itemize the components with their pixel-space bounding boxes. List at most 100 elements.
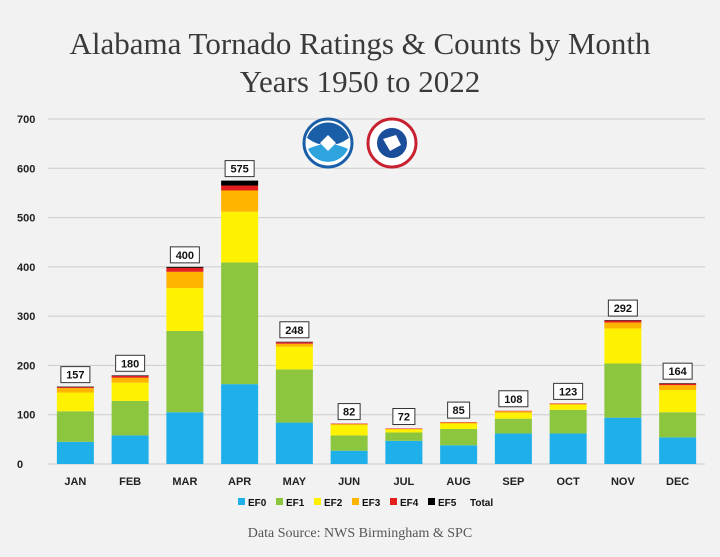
bar-ef2-jan bbox=[56, 392, 94, 412]
bar-ef1-apr bbox=[221, 262, 259, 385]
total-label-box bbox=[169, 246, 200, 264]
bar-ef0-may bbox=[275, 422, 313, 464]
bar-ef5-apr bbox=[221, 180, 259, 186]
x-tick-label: AUG bbox=[446, 476, 470, 488]
total-label-box bbox=[115, 354, 146, 372]
bar-ef2-apr bbox=[221, 211, 259, 263]
bar-ef0-feb bbox=[111, 435, 149, 464]
legend-label-ef3: EF3 bbox=[362, 498, 381, 509]
bar-ef3-jun bbox=[330, 424, 368, 426]
bar-ef4-mar bbox=[166, 267, 204, 272]
legend-swatch-ef4 bbox=[390, 498, 397, 505]
data-source: Data Source: NWS Birmingham & SPC bbox=[247, 526, 473, 541]
total-label-box bbox=[447, 401, 471, 419]
bar-ef1-jun bbox=[330, 435, 368, 451]
legend-label-ef1: EF1 bbox=[286, 498, 305, 509]
bar-ef2-feb bbox=[111, 382, 149, 401]
bar-ef2-aug bbox=[440, 423, 478, 430]
bar-ef4-feb bbox=[111, 375, 149, 378]
bar-ef1-jul bbox=[385, 432, 423, 441]
legend-swatch-ef1 bbox=[276, 498, 283, 505]
legend-label-ef2: EF2 bbox=[324, 498, 343, 509]
x-tick-label: MAY bbox=[283, 476, 307, 488]
bar-ef3-nov bbox=[604, 322, 642, 329]
total-label: 575 bbox=[230, 164, 248, 176]
bar-ef0-mar bbox=[166, 412, 204, 464]
bar-ef1-dec bbox=[659, 412, 697, 438]
total-label: 123 bbox=[559, 386, 577, 398]
bar-ef2-nov bbox=[604, 328, 642, 364]
gridlines bbox=[48, 118, 705, 465]
bar-ef2-dec bbox=[659, 390, 697, 413]
y-tick-label: 200 bbox=[17, 360, 35, 372]
bar-ef1-aug bbox=[440, 429, 478, 446]
bar-ef1-oct bbox=[549, 409, 587, 434]
bar-ef0-aug bbox=[440, 445, 478, 464]
total-label-box bbox=[60, 366, 91, 384]
bar-ef3-jan bbox=[56, 388, 94, 393]
x-tick-label: JAN bbox=[64, 476, 86, 488]
legend-label-ef5: EF5 bbox=[438, 498, 457, 509]
total-label-box bbox=[279, 321, 310, 339]
total-label-box bbox=[392, 408, 416, 426]
bar-ef2-oct bbox=[549, 404, 587, 410]
bar-ef0-sep bbox=[494, 433, 532, 464]
bar-ef0-nov bbox=[604, 417, 642, 464]
bar-ef1-jan bbox=[56, 411, 94, 442]
bar-ef3-dec bbox=[659, 385, 697, 391]
bar-ef3-oct bbox=[549, 403, 587, 405]
total-label: 72 bbox=[398, 412, 410, 424]
bar-ef0-jul bbox=[385, 440, 423, 464]
bar-ef0-apr bbox=[221, 384, 259, 464]
y-tick-label: 700 bbox=[17, 114, 35, 126]
total-label: 248 bbox=[285, 325, 303, 337]
national-weather-service-logo bbox=[366, 117, 418, 169]
legend-swatch-ef3 bbox=[352, 498, 359, 505]
bar-ef0-oct bbox=[549, 433, 587, 464]
x-tick-label: DEC bbox=[666, 476, 689, 488]
legend-label-ef4: EF4 bbox=[400, 498, 419, 509]
legend-label-ef0: EF0 bbox=[248, 498, 267, 509]
bar-ef4-nov bbox=[604, 320, 642, 323]
x-tick-label: APR bbox=[228, 476, 251, 488]
bar-ef5-mar bbox=[166, 266, 204, 268]
total-label: 85 bbox=[453, 405, 465, 417]
bar-ef0-jun bbox=[330, 450, 368, 464]
bar-ef2-jun bbox=[330, 425, 368, 436]
x-tick-label: MAR bbox=[172, 476, 197, 488]
total-label: 400 bbox=[176, 250, 194, 262]
chart-subtitle: Years 1950 to 2022 bbox=[239, 64, 481, 99]
bar-ef1-may bbox=[275, 369, 313, 423]
total-label-box bbox=[224, 160, 255, 178]
bar-ef1-nov bbox=[604, 363, 642, 418]
bar-ef3-feb bbox=[111, 377, 149, 383]
y-tick-label: 600 bbox=[17, 163, 35, 175]
y-tick-label: 500 bbox=[17, 213, 35, 225]
total-label: 292 bbox=[614, 303, 632, 315]
bars bbox=[56, 180, 697, 464]
bar-ef2-jul bbox=[385, 429, 423, 433]
bar-ef3-apr bbox=[221, 190, 259, 212]
bar-ef2-sep bbox=[494, 412, 532, 419]
total-label-box bbox=[553, 382, 584, 400]
bar-ef3-may bbox=[275, 343, 313, 347]
bar-ef3-sep bbox=[494, 411, 532, 413]
total-label: 180 bbox=[121, 358, 139, 370]
total-label-box bbox=[662, 362, 693, 380]
y-tick-label: 100 bbox=[17, 410, 35, 422]
bar-ef4-dec bbox=[659, 383, 697, 386]
bar-ef4-apr bbox=[221, 185, 259, 191]
x-tick-label: OCT bbox=[557, 476, 581, 488]
y-tick-label: 300 bbox=[17, 311, 35, 323]
legend-swatch-ef5 bbox=[428, 498, 435, 505]
x-tick-label: JUL bbox=[393, 476, 414, 488]
legend-swatch-ef0 bbox=[238, 498, 245, 505]
bar-ef1-mar bbox=[166, 330, 204, 413]
bar-ef4-may bbox=[275, 342, 313, 344]
y-axis: 0 100 200 300 400 500 600 700 bbox=[17, 114, 35, 471]
total-label-box bbox=[607, 299, 638, 317]
y-tick-label: 400 bbox=[17, 262, 35, 274]
bar-ef0-jan bbox=[56, 441, 94, 464]
